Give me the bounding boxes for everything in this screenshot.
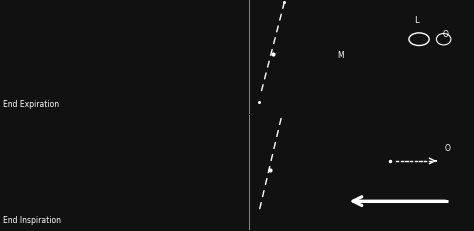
Text: M: M (337, 50, 344, 59)
Polygon shape (379, 117, 405, 128)
Text: O: O (445, 143, 451, 152)
Text: End Expiration: End Expiration (3, 100, 60, 109)
Text: End Inspiration: End Inspiration (3, 215, 61, 224)
Text: O: O (442, 30, 448, 39)
Text: L: L (414, 16, 419, 25)
Polygon shape (308, 121, 434, 199)
Polygon shape (390, 117, 474, 179)
Polygon shape (271, 117, 474, 231)
